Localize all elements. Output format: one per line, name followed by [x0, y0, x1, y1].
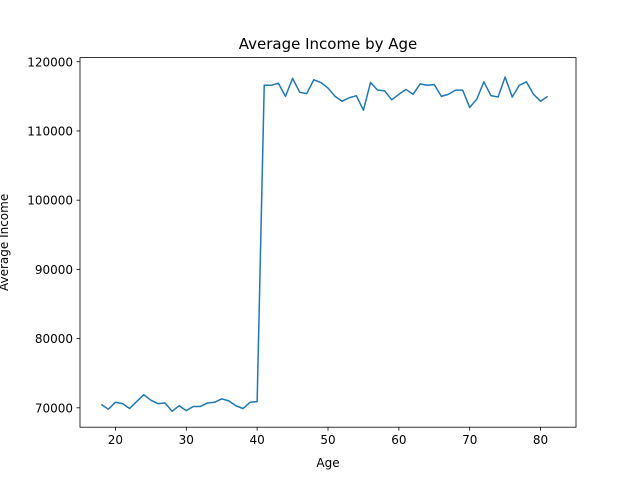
- chart-title: Average Income by Age: [239, 35, 418, 53]
- y-tick-label: 110000: [27, 124, 73, 138]
- x-tick-label: 50: [320, 433, 335, 447]
- x-tick-label: 80: [533, 433, 548, 447]
- x-axis: 20 30 40 50 60 70 80: [108, 427, 548, 447]
- y-tick-label: 90000: [35, 263, 73, 277]
- axes-frame: [79, 57, 577, 428]
- x-tick-label: 20: [108, 433, 123, 447]
- x-tick-label: 70: [462, 433, 477, 447]
- y-tick-label: 80000: [35, 332, 73, 346]
- x-axis-label: Age: [316, 456, 339, 470]
- series-line-0: [100, 76, 549, 413]
- y-tick-label: 120000: [27, 55, 73, 69]
- x-tick-label: 60: [391, 433, 406, 447]
- y-tick-label: 100000: [27, 194, 73, 208]
- y-axis: 70000 80000 90000 100000 110000 120000: [27, 55, 80, 415]
- x-tick-label: 30: [179, 433, 194, 447]
- plot-area: [100, 76, 549, 413]
- y-tick-label: 70000: [35, 401, 73, 415]
- y-axis-label: Average Income: [0, 194, 11, 291]
- x-tick-label: 40: [250, 433, 265, 447]
